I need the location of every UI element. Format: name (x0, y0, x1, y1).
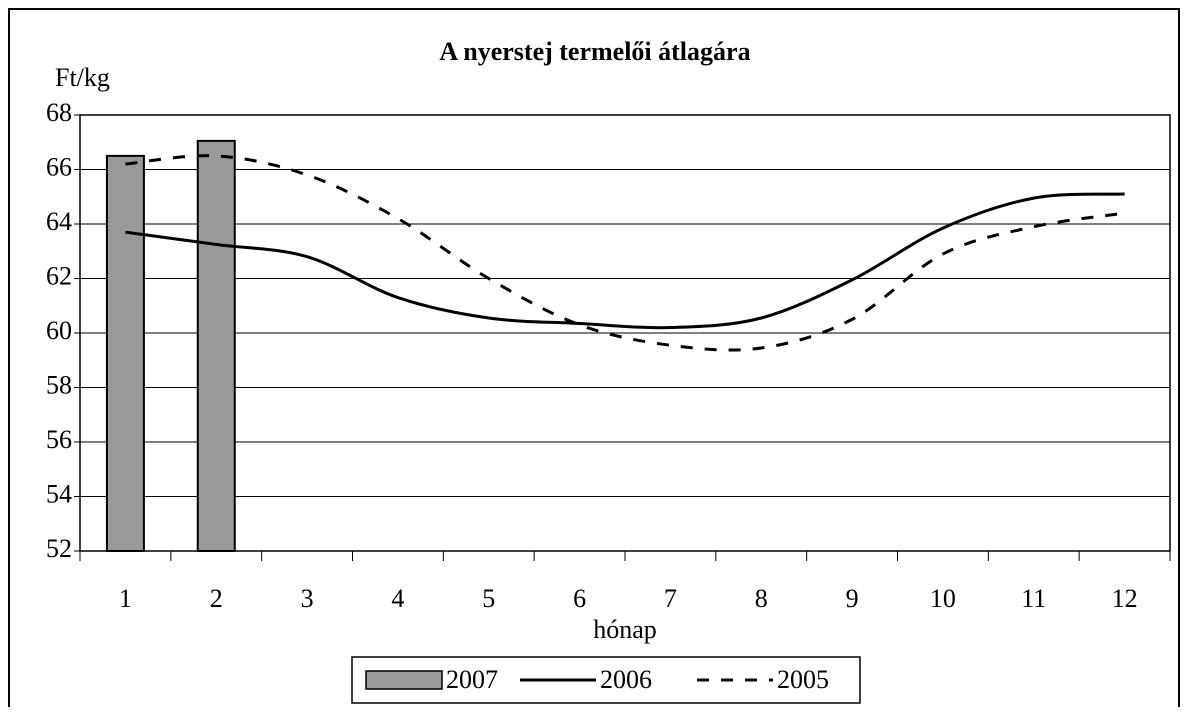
bar (196, 139, 236, 552)
x-tick-label: 11 (1021, 584, 1046, 613)
y-tick-label: 66 (46, 152, 72, 181)
x-tick-label: 12 (1112, 584, 1138, 613)
chart-title: A nyerstej termelői átlagára (439, 37, 750, 66)
x-tick-label: 3 (301, 584, 314, 613)
y-tick-label: 62 (46, 261, 72, 290)
x-tick-label: 7 (664, 584, 677, 613)
y-tick-label: 60 (46, 316, 72, 345)
x-tick-label: 10 (930, 584, 956, 613)
bar (105, 154, 145, 552)
x-tick-label: 8 (755, 584, 768, 613)
legend-label: 2006 (600, 665, 652, 694)
y-tick-label: 68 (46, 98, 72, 127)
legend-label: 2007 (446, 665, 498, 694)
x-tick-label: 1 (119, 584, 132, 613)
x-tick-label: 6 (573, 584, 586, 613)
y-tick-label: 52 (46, 534, 72, 563)
x-tick-label: 2 (210, 584, 223, 613)
line-series (125, 192, 1125, 330)
line-series (125, 154, 1125, 352)
y-tick-label: 64 (46, 207, 72, 236)
x-axis-label: hónap (593, 615, 657, 644)
chart-border (8, 8, 1180, 712)
y-tick-label: 54 (46, 479, 72, 508)
legend-swatch (365, 670, 443, 690)
x-tick-label: 5 (482, 584, 495, 613)
y-tick-label: 56 (46, 425, 72, 454)
x-tick-label: 4 (391, 584, 404, 613)
y-axis-label: Ft/kg (55, 63, 110, 92)
legend-box (351, 656, 861, 704)
legend-label: 2005 (777, 665, 829, 694)
y-tick-label: 58 (46, 370, 72, 399)
x-tick-label: 9 (846, 584, 859, 613)
